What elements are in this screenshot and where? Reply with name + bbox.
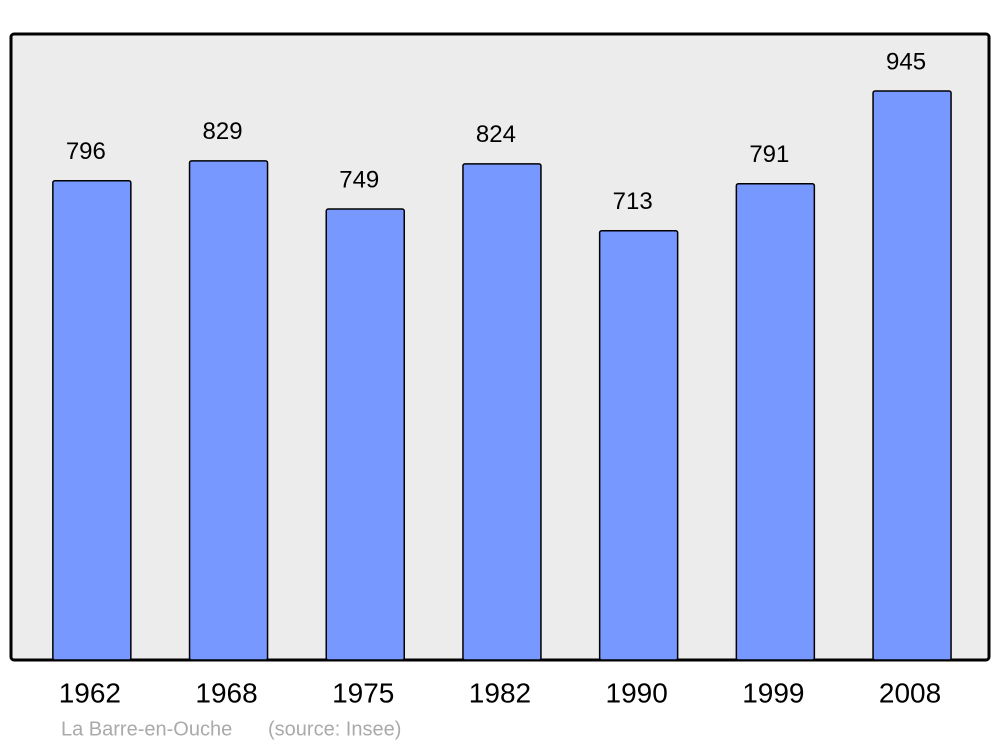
value-label: 829 [203, 118, 243, 145]
chart-title: La Barre-en-Ouche [61, 718, 232, 740]
bar [598, 229, 679, 661]
x-tick-label: 2008 [879, 677, 941, 708]
x-tick-label: 1968 [195, 677, 257, 708]
x-tick-label: 1982 [469, 677, 531, 708]
value-label: 791 [749, 141, 789, 168]
value-label: 796 [66, 138, 106, 165]
bar [188, 160, 269, 661]
x-tick-label: 1990 [606, 677, 668, 708]
x-tick-label: 1975 [332, 677, 394, 708]
source: (source: Insee) [268, 718, 401, 740]
x-tick-label: 1962 [59, 677, 121, 708]
bar [872, 90, 952, 661]
value-label: 749 [339, 166, 379, 193]
x-tick-label: 1999 [742, 677, 804, 708]
bar [52, 179, 132, 661]
value-label: 824 [476, 121, 516, 148]
value-label: 945 [886, 48, 926, 75]
value-label: 713 [613, 188, 653, 215]
bar [735, 182, 816, 661]
bar [325, 208, 405, 661]
bar [462, 163, 542, 661]
